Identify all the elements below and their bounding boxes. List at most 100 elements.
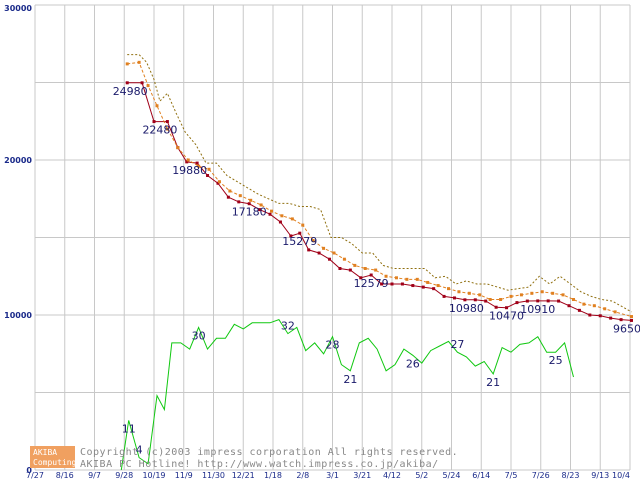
chart-series <box>120 54 633 471</box>
data-point-price-avg <box>582 302 586 306</box>
logo-line2: Computing <box>33 458 77 467</box>
data-point-price-avg <box>519 293 523 297</box>
data-point-price-min <box>338 267 342 270</box>
data-label: 22480 <box>142 124 177 137</box>
data-point-price-avg <box>238 194 242 198</box>
data-point-price-min <box>140 81 144 85</box>
data-point-price-avg <box>270 209 274 213</box>
data-label: 19880 <box>172 164 207 177</box>
data-point-price-min <box>421 285 425 289</box>
data-labels: 24980 22480 19880 17180 15279 12579 10980 10470… <box>113 85 640 457</box>
x-tick-label: 8/16 <box>56 471 74 480</box>
data-point-price-avg <box>530 291 534 295</box>
data-label: 10470 <box>489 310 524 323</box>
data-label: 11 <box>122 422 136 435</box>
series-line-shop-count <box>120 318 574 471</box>
x-tick-label: 3/1 <box>326 471 339 480</box>
x-axis: 7/27 8/16 9/7 9/28 10/19 11/9 11/30 12/21 1/18 2/… <box>26 471 630 480</box>
data-point-price-avg <box>197 164 201 168</box>
data-point-price-avg <box>155 104 159 108</box>
data-point-price-avg <box>447 287 451 291</box>
data-point-price-min <box>505 306 509 310</box>
data-label: 17180 <box>232 206 267 219</box>
x-tick-label: 10/19 <box>142 471 165 480</box>
data-point-price-avg <box>301 223 305 227</box>
data-point-price-min <box>307 248 311 252</box>
x-tick-label: 8/23 <box>562 471 580 480</box>
data-label: 32 <box>281 320 295 333</box>
data-point-price-avg <box>394 276 398 280</box>
data-point-price-avg <box>571 298 575 301</box>
data-label: 21 <box>343 373 357 386</box>
data-point-price-min <box>484 299 488 303</box>
data-label: 28 <box>326 339 340 352</box>
data-label: 21 <box>486 376 500 389</box>
data-point-price-avg <box>290 217 294 221</box>
y-tick-label: 20000 <box>4 156 32 165</box>
data-label: 24980 <box>113 85 148 98</box>
data-point-price-min <box>317 251 321 255</box>
data-point-price-min <box>289 234 293 238</box>
x-tick-label: 10/4 <box>612 471 630 480</box>
data-point-price-avg <box>353 263 357 267</box>
data-point-price-avg <box>467 291 471 295</box>
data-point-price-avg <box>629 315 633 319</box>
data-point-price-min <box>577 308 581 312</box>
y-tick-label: 0 <box>26 466 32 475</box>
x-tick-label: 5/2 <box>415 471 428 480</box>
data-point-price-avg <box>207 167 211 171</box>
data-point-price-min <box>268 212 272 216</box>
watermark: AKIBA Computing Copyright (c)2003 impres… <box>30 446 458 470</box>
data-point-price-min <box>369 273 373 277</box>
y-axis: 0 10000 20000 30000 <box>4 4 32 475</box>
data-point-price-avg <box>551 291 555 295</box>
data-point-price-avg <box>342 257 346 261</box>
data-label: 26 <box>406 357 420 370</box>
data-point-price-min <box>195 161 199 165</box>
data-point-price-min <box>400 282 404 286</box>
data-point-price-min <box>359 276 363 280</box>
data-point-price-min <box>619 318 623 322</box>
data-point-price-min <box>567 304 571 308</box>
data-label: 10910 <box>520 303 555 316</box>
data-point-price-avg <box>478 293 482 297</box>
data-point-price-min <box>348 268 352 272</box>
data-point-price-min <box>536 299 540 303</box>
site-url-text: AKIBA PC Hotline! http://www.watch.impre… <box>80 459 439 470</box>
data-point-price-avg <box>332 251 336 255</box>
data-point-price-avg <box>613 310 617 314</box>
data-label: 27 <box>450 338 464 351</box>
data-point-price-min <box>452 296 456 300</box>
data-point-price-avg <box>165 127 169 131</box>
copyright-text: Copyright (c)2003 impress corporation Al… <box>80 447 458 458</box>
x-tick-label: 12/21 <box>232 471 255 480</box>
data-point-price-avg <box>217 180 221 184</box>
data-point-price-avg <box>280 214 284 218</box>
data-point-price-min <box>442 294 446 298</box>
data-point-price-avg <box>374 268 378 272</box>
data-point-price-avg <box>311 239 315 243</box>
data-point-price-avg <box>405 277 409 281</box>
data-label: 12579 <box>354 277 389 290</box>
x-tick-label: 11/30 <box>202 471 225 480</box>
data-point-price-avg <box>322 246 326 250</box>
data-point-price-avg <box>176 146 180 150</box>
chart-grid <box>34 4 631 471</box>
data-point-price-min <box>463 298 467 302</box>
series-line-price-max <box>127 54 632 313</box>
x-tick-label: 9/7 <box>88 471 101 480</box>
data-point-price-min <box>525 299 529 303</box>
x-tick-label: 7/5 <box>505 471 518 480</box>
data-point-price-min <box>629 318 633 322</box>
x-tick-label: 3/21 <box>353 471 371 480</box>
data-point-price-min <box>185 160 189 164</box>
x-tick-label: 9/13 <box>591 471 609 480</box>
data-point-price-avg <box>603 307 607 311</box>
data-point-price-min <box>125 81 129 85</box>
data-label: 30 <box>192 329 206 342</box>
data-point-price-min <box>380 282 384 286</box>
data-point-price-min <box>432 287 436 291</box>
data-point-price-min <box>546 299 550 303</box>
y-tick-label: 30000 <box>4 4 32 13</box>
